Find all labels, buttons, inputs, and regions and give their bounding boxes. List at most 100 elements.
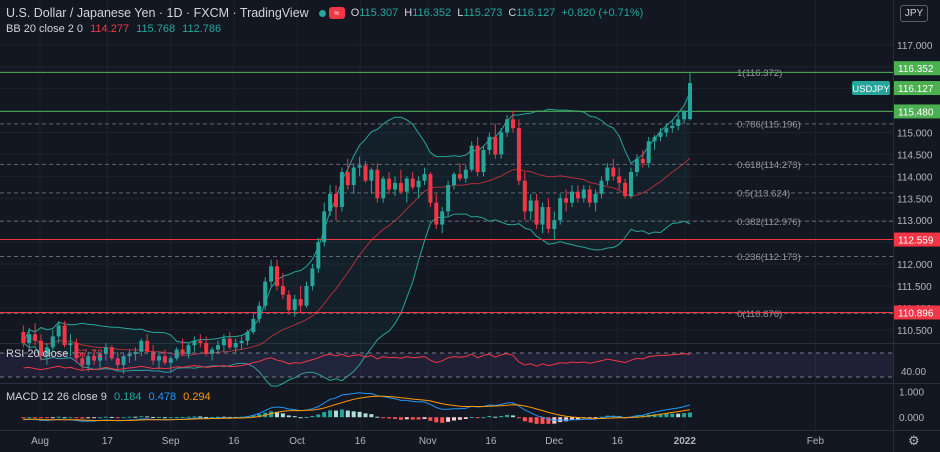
market-open-dot-icon xyxy=(318,9,326,17)
macd-tick-label: 1.000 xyxy=(899,388,924,399)
macd-histogram-bar xyxy=(658,413,663,418)
price-axis-label-box xyxy=(894,61,940,76)
rsi-legend[interactable]: RSI 20 close 67.72 xyxy=(6,348,103,360)
bollinger-legend[interactable]: BB 20 close 2 0 114.277 115.768 112.786 xyxy=(6,23,221,35)
close-label: C xyxy=(508,7,517,19)
gear-icon[interactable]: ⚙ xyxy=(908,433,920,448)
time-tick-label: 16 xyxy=(612,436,624,447)
candle xyxy=(233,338,238,354)
rsi-tick-label: 40.00 xyxy=(901,367,926,378)
macd-histogram-bar xyxy=(74,417,79,419)
price-axis-label: 115.480 xyxy=(898,107,934,118)
candle xyxy=(239,336,244,350)
macd-histogram-bar xyxy=(56,416,61,418)
candle xyxy=(204,336,209,357)
wave-icon[interactable]: ≈ xyxy=(328,7,345,19)
candle xyxy=(516,119,521,186)
candle xyxy=(558,193,563,225)
macd-histogram-bar xyxy=(339,409,344,418)
time-tick-label: 16 xyxy=(485,436,497,447)
candle xyxy=(292,294,297,317)
candle xyxy=(404,176,409,203)
candle xyxy=(227,332,232,350)
candle xyxy=(357,156,362,177)
candle xyxy=(251,314,256,335)
rsi-band-fill xyxy=(0,353,893,377)
macd-histogram-bar xyxy=(634,415,639,418)
price-axis-label-box xyxy=(894,232,940,247)
macd-histogram-bar xyxy=(381,417,386,419)
macd-histogram-bar xyxy=(269,411,274,418)
price-axis-label: 112.559 xyxy=(898,236,934,247)
macd-histogram-bar xyxy=(33,417,38,419)
candle xyxy=(27,327,32,352)
macd-histogram-bar xyxy=(682,413,687,418)
macd-histogram-bar xyxy=(186,416,191,418)
macd-histogram-bar xyxy=(546,417,551,424)
candle xyxy=(157,351,161,370)
macd-histogram-bar xyxy=(174,416,179,418)
macd-histogram-bar xyxy=(275,411,279,418)
macd-histogram-bar xyxy=(522,417,527,422)
macd-histogram-bar xyxy=(487,415,492,418)
macd-histogram-bar xyxy=(286,415,291,418)
macd-histogram-bar xyxy=(599,416,604,418)
fib-level-label: 1(116.372) xyxy=(737,68,782,79)
candle xyxy=(133,347,138,361)
fib-level-label: 0.618(114.273) xyxy=(737,160,801,171)
candle xyxy=(139,338,144,357)
macd-histogram-bar xyxy=(564,417,569,422)
macd-histogram-bar xyxy=(410,417,415,420)
macd-histogram-bar xyxy=(404,417,409,420)
candle xyxy=(682,110,687,124)
candle xyxy=(522,171,527,221)
macd-histogram-bar xyxy=(27,417,32,419)
candle xyxy=(310,264,315,291)
macd-histogram-bar xyxy=(688,412,692,418)
macd-legend[interactable]: MACD 12 26 close 9 0.184 0.478 0.294 xyxy=(6,391,211,403)
time-tick-label: Aug xyxy=(31,436,49,447)
macd-histogram-bar xyxy=(540,417,545,424)
price-axis-label: 116.127 xyxy=(898,84,934,95)
macd-histogram-bar xyxy=(310,415,315,418)
macd-histogram-bar xyxy=(463,417,468,420)
macd-histogram-bar xyxy=(457,417,462,420)
macd-histogram-bar xyxy=(21,417,26,419)
macd-histogram-bar xyxy=(145,416,150,418)
macd-histogram-bar xyxy=(280,413,285,418)
candle xyxy=(581,185,586,203)
candle xyxy=(98,351,102,370)
candle xyxy=(658,128,663,142)
bollinger-basis-line xyxy=(23,157,691,356)
macd-histogram-bar xyxy=(316,414,321,418)
macd-histogram-bar xyxy=(198,416,203,418)
candle xyxy=(457,163,462,181)
macd-histogram-bar xyxy=(475,417,480,419)
macd-histogram-bar xyxy=(103,416,108,418)
candle xyxy=(664,123,669,137)
candle xyxy=(475,136,480,177)
price-tick-label: 110.500 xyxy=(897,326,933,337)
symbol-title[interactable]: U.S. Dollar / Japanese Yen · 1D · FXCM ·… xyxy=(6,6,309,20)
macd-histogram-bar xyxy=(192,416,197,418)
macd-histogram-bar xyxy=(168,417,173,419)
candle xyxy=(86,351,91,372)
candle xyxy=(676,114,681,131)
candle xyxy=(546,198,551,234)
candle xyxy=(186,343,191,359)
macd-histogram-bar xyxy=(322,412,327,418)
macd-histogram-bar xyxy=(334,410,338,418)
macd-histogram-bar xyxy=(369,414,374,418)
macd-histogram-bar xyxy=(593,417,598,419)
candle xyxy=(21,325,26,348)
macd-histogram-bar xyxy=(676,413,681,418)
macd-histogram-value: 0.184 xyxy=(113,391,142,403)
candle xyxy=(263,277,268,311)
candle xyxy=(422,167,427,186)
candle xyxy=(688,73,692,121)
candle xyxy=(334,185,338,221)
candle xyxy=(221,334,226,352)
currency-button[interactable]: JPY xyxy=(900,5,928,22)
time-tick-label: Sep xyxy=(162,436,180,447)
